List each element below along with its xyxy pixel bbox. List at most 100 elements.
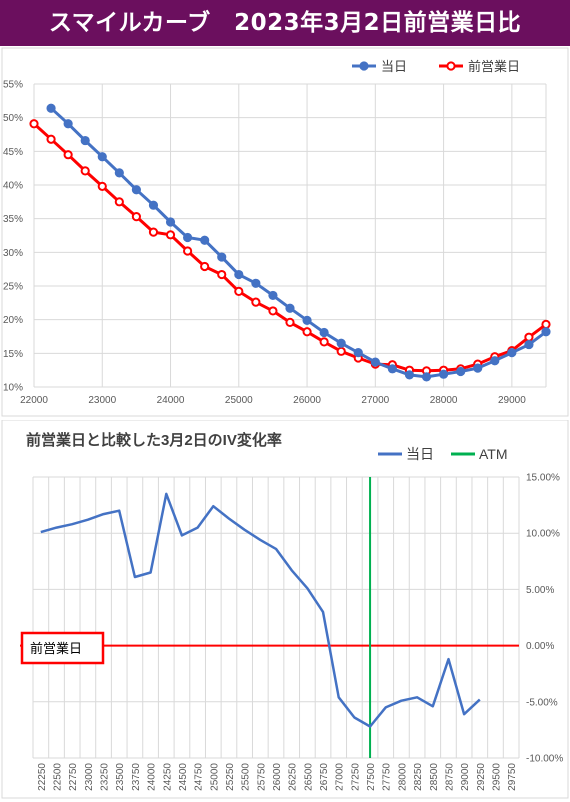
y-tick-label: 20% [3, 315, 23, 326]
y-tick-label: 50% [3, 113, 23, 124]
legend-label: 当日 [406, 446, 434, 462]
data-point [63, 150, 73, 160]
data-point [183, 232, 193, 243]
x-tick-label: 29500 [491, 763, 502, 791]
x-tick-label: 27000 [361, 395, 389, 406]
data-point [80, 135, 90, 146]
x-tick-label: 24750 [194, 763, 205, 791]
legend-marker [359, 61, 369, 71]
x-tick-label: 27750 [382, 763, 393, 791]
data-point [285, 303, 295, 313]
data-point [285, 317, 295, 327]
data-point [234, 286, 244, 296]
x-tick-label: 26250 [288, 763, 299, 791]
data-point [46, 103, 56, 113]
x-tick-label: 27500 [366, 763, 377, 791]
data-point [131, 185, 141, 195]
data-point [319, 337, 329, 347]
data-point [439, 369, 449, 379]
reference-label-box [20, 631, 105, 665]
data-point [114, 168, 124, 178]
x-tick-label: 23750 [131, 763, 142, 791]
x-tick-label: 23250 [100, 763, 111, 791]
y-tick-label: 10% [3, 383, 23, 394]
data-point [336, 346, 346, 356]
x-tick-label: 27250 [350, 763, 361, 791]
data-point [165, 217, 176, 227]
x-tick-label: 29000 [460, 763, 471, 791]
data-point [319, 327, 329, 338]
x-tick-label: 28000 [430, 395, 458, 406]
x-tick-label: 29250 [476, 763, 487, 791]
y-tick-label: -5.00% [526, 697, 558, 708]
x-tick-label: 25000 [209, 763, 220, 791]
y-tick-label: 15.00% [526, 473, 560, 484]
x-tick-label: 28250 [413, 763, 424, 791]
data-point [268, 306, 278, 316]
y-tick-label: 10.00% [526, 529, 560, 540]
data-point [165, 230, 176, 240]
data-point [148, 227, 159, 237]
data-point [217, 269, 227, 280]
data-point [200, 261, 210, 272]
x-tick-label: 26000 [272, 763, 283, 791]
data-point [404, 370, 415, 380]
x-tick-label: 22500 [53, 763, 64, 791]
data-point [387, 364, 397, 374]
data-point [302, 327, 312, 337]
x-tick-label: 24000 [147, 763, 158, 791]
x-tick-label: 28000 [397, 763, 408, 791]
data-point [268, 290, 278, 301]
data-point [97, 181, 107, 191]
reference-label: 前営業日 [20, 631, 105, 665]
data-point [46, 134, 56, 144]
y-tick-label: 35% [3, 214, 23, 225]
data-point [302, 315, 312, 325]
data-point [234, 269, 244, 280]
smile-curve-chart: 10% 15% 20% 25% 30% 35% 40% 45% 50% 55% 22000 23000… [1, 47, 569, 417]
x-tick-label: 24000 [157, 395, 185, 406]
x-tick-label: 27000 [335, 763, 346, 791]
legend-marker [446, 61, 456, 71]
reference-label-text: 前営業日 [30, 641, 82, 656]
data-point [490, 356, 500, 366]
legend-label: ATM [479, 446, 508, 462]
x-tick-label: 25500 [241, 763, 252, 791]
data-point [473, 363, 483, 373]
x-tick-label: 23500 [115, 763, 126, 791]
y-tick-label: 15% [3, 349, 23, 360]
data-point [353, 348, 363, 358]
y-tick-label: 30% [3, 248, 23, 259]
data-point [183, 246, 193, 256]
data-point [524, 339, 534, 350]
x-tick-label: 25000 [225, 395, 253, 406]
x-tick-label: 23000 [88, 395, 116, 406]
data-point [541, 327, 551, 337]
data-point [131, 212, 141, 222]
data-point [80, 166, 90, 176]
y-tick-label: 55% [3, 80, 23, 91]
x-tick-label: 24250 [162, 763, 173, 791]
data-point [370, 357, 380, 367]
y-tick-label: 0.00% [526, 641, 554, 652]
y-tick-label: 40% [3, 181, 23, 192]
x-tick-label: 25250 [225, 763, 236, 791]
chart-title: 前営業日と比較した3月2日のIV変化率 [26, 431, 282, 449]
x-tick-label: 22250 [37, 763, 48, 791]
x-tick-label: 28750 [444, 763, 455, 791]
page-banner-title: スマイルカーブ 2023年3月2日前営業日比 [0, 0, 570, 46]
legend-label: 前営業日 [468, 59, 520, 74]
x-tick-label: 24500 [178, 763, 189, 791]
legend-label: 当日 [381, 59, 407, 74]
x-tick-label: 29000 [498, 395, 526, 406]
x-tick-label: 25750 [256, 763, 267, 791]
data-point [336, 338, 346, 348]
data-point [114, 197, 124, 207]
y-tick-label: 25% [3, 282, 23, 293]
x-tick-label: 22750 [68, 763, 79, 791]
data-point [217, 252, 227, 262]
data-point [251, 297, 261, 307]
data-point [456, 366, 466, 377]
x-tick-label: 26750 [319, 763, 330, 791]
